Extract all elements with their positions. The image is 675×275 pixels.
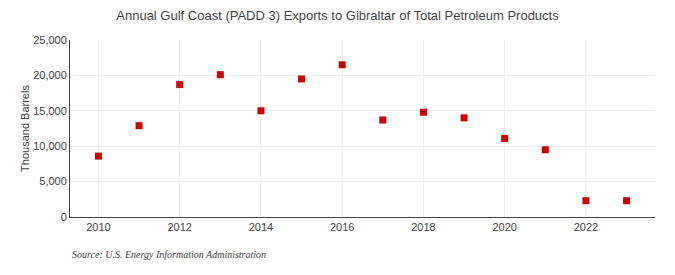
- svg-text:2018: 2018: [411, 221, 435, 233]
- svg-text:Annual Gulf Coast (PADD 3) Exp: Annual Gulf Coast (PADD 3) Exports to Gi…: [116, 8, 559, 23]
- svg-text:2016: 2016: [330, 221, 354, 233]
- svg-text:20,000: 20,000: [33, 69, 67, 81]
- svg-text:Source: U.S. Energy Informatio: Source: U.S. Energy Information Administ…: [72, 249, 266, 260]
- svg-text:15,000: 15,000: [33, 105, 67, 117]
- svg-text:0: 0: [61, 211, 67, 223]
- svg-text:10,000: 10,000: [33, 140, 67, 152]
- svg-text:Thousand Barrels: Thousand Barrels: [19, 85, 31, 172]
- svg-text:2014: 2014: [249, 221, 273, 233]
- svg-text:5,000: 5,000: [39, 175, 67, 187]
- svg-text:2012: 2012: [167, 221, 191, 233]
- svg-text:2022: 2022: [574, 221, 598, 233]
- svg-text:25,000: 25,000: [33, 34, 67, 46]
- svg-text:2010: 2010: [86, 221, 110, 233]
- svg-text:2020: 2020: [492, 221, 516, 233]
